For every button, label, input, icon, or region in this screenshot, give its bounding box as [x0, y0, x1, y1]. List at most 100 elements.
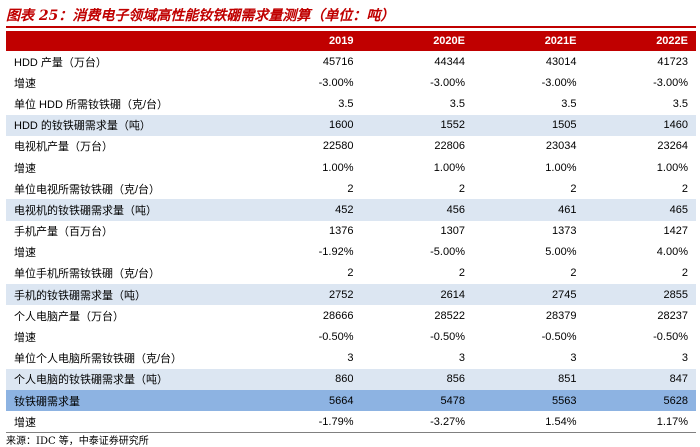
- row-label: 增速: [14, 332, 36, 345]
- row-label: 个人电脑产量（万台）: [14, 310, 124, 323]
- table-body: HDD 产量（万台） 45716 44344 43014 41723 增速 -3.00% -3…: [6, 51, 696, 433]
- table-cell: 1373: [552, 225, 577, 238]
- table-cell: 2614: [361, 284, 473, 306]
- row-label: 电视机产量（万台）: [14, 141, 113, 154]
- table-row: 增速 -1.92% -5.00% 5.00% 4.00%: [6, 242, 696, 263]
- table-row: 增速 -3.00% -3.00% -3.00% -3.00%: [6, 72, 696, 93]
- row-label: 单位手机所需钕铁硼（克/台）: [14, 268, 161, 281]
- table-cell: 3: [681, 352, 688, 365]
- table-row: HDD 的钕铁硼需求量（吨） 1600 1552 1505 1460: [6, 114, 696, 136]
- table-row: 电视机产量（万台） 22580 22806 23034 23264: [6, 136, 696, 157]
- row-label: 增速: [14, 247, 36, 260]
- table-cell: 1.54%: [473, 411, 585, 433]
- table-row: HDD 产量（万台） 45716 44344 43014 41723: [6, 51, 696, 72]
- table-row: 单位电视所需钕铁硼（克/台） 2 2 2 2: [6, 178, 696, 199]
- table-cell: 2: [458, 267, 465, 280]
- table-row: 手机产量（百万台） 1376 1307 1373 1427: [6, 221, 696, 242]
- table-cell: 452: [250, 199, 362, 221]
- table-cell: 28237: [657, 309, 688, 322]
- table-cell: -3.00%: [653, 76, 688, 89]
- table-cell: 23034: [545, 140, 577, 153]
- table-cell: 3.5: [338, 97, 354, 110]
- source-note: 来源：IDC 等，中泰证券研究所: [6, 436, 149, 447]
- table-cell: 1427: [663, 225, 688, 238]
- table-cell: 3: [458, 352, 465, 365]
- row-label: 手机产量（百万台）: [14, 226, 113, 239]
- demand-table: 2019 2020E 2021E 2022E HDD 产量（万台） 45716 44…: [6, 31, 696, 433]
- table-cell: 5628: [584, 390, 696, 412]
- table-cell: 2: [347, 182, 354, 195]
- column-header-label: [6, 31, 250, 51]
- table-row: 钕铁硼需求量 5664 5478 5563 5628: [6, 390, 696, 412]
- table-row: 电视机的钕铁硼需求量（吨） 452 456 461 465: [6, 199, 696, 221]
- table-cell: 2: [570, 267, 577, 280]
- table-cell: 3.5: [672, 97, 688, 110]
- table-cell: 1307: [440, 225, 465, 238]
- row-label: 单位个人电脑所需钕铁硼（克/台）: [14, 353, 183, 366]
- table-cell: 5478: [361, 390, 473, 412]
- table-cell: 2: [458, 182, 465, 195]
- table-row: 增速 -0.50% -0.50% -0.50% -0.50%: [6, 326, 696, 347]
- table-cell: 43014: [545, 55, 577, 68]
- table-cell: -1.92%: [318, 246, 354, 259]
- table-row: 个人电脑产量（万台） 28666 28522 28379 28237: [6, 305, 696, 326]
- table-cell: 1552: [361, 114, 473, 136]
- table-cell: 1.00%: [322, 161, 354, 174]
- table-cell: 5563: [473, 390, 585, 412]
- table-cell: -0.50%: [653, 331, 688, 344]
- table-cell: 2745: [473, 284, 585, 306]
- table-cell: 3.5: [561, 97, 577, 110]
- table-cell: 847: [584, 368, 696, 390]
- table-row: 单位手机所需钕铁硼（克/台） 2 2 2 2: [6, 263, 696, 284]
- table-cell: 1.00%: [433, 161, 465, 174]
- table-cell: 44344: [434, 55, 465, 68]
- table-row: 个人电脑的钕铁硼需求量（吨） 860 856 851 847: [6, 368, 696, 390]
- table-cell: -5.00%: [430, 246, 465, 259]
- table-cell: 1505: [473, 114, 585, 136]
- table-cell: 860: [250, 368, 362, 390]
- row-label: HDD 产量（万台）: [14, 56, 107, 69]
- row-label: 增速: [6, 411, 250, 433]
- table-cell: 1.00%: [656, 161, 688, 174]
- table-cell: -3.00%: [430, 76, 465, 89]
- table-cell: 45716: [322, 55, 354, 68]
- table-cell: 28522: [434, 309, 465, 322]
- table-cell: 4.00%: [656, 246, 688, 259]
- table-cell: 22580: [322, 140, 354, 153]
- column-header-2022e: 2022E: [584, 31, 696, 51]
- table-cell: 1.17%: [584, 411, 696, 433]
- table-cell: 5664: [250, 390, 362, 412]
- table-cell: -0.50%: [430, 331, 465, 344]
- table-cell: 2855: [584, 284, 696, 306]
- table-row: 增速 1.00% 1.00% 1.00% 1.00%: [6, 157, 696, 178]
- table-cell: 28379: [545, 309, 577, 322]
- table-cell: 28666: [322, 309, 354, 322]
- row-label: 手机的钕铁硼需求量（吨）: [6, 284, 250, 306]
- row-label: 增速: [14, 77, 36, 90]
- table-header-row: 2019 2020E 2021E 2022E: [6, 31, 696, 51]
- table-cell: 2: [681, 182, 688, 195]
- table-cell: 1.00%: [545, 161, 577, 174]
- table-row: 手机的钕铁硼需求量（吨） 2752 2614 2745 2855: [6, 284, 696, 306]
- row-label: 增速: [14, 162, 36, 175]
- table-cell: -0.50%: [541, 331, 577, 344]
- table-row: 单位个人电脑所需钕铁硼（克/台） 3 3 3 3: [6, 348, 696, 369]
- table-cell: 856: [361, 368, 473, 390]
- table-cell: -3.00%: [541, 76, 577, 89]
- table-cell: -1.79%: [250, 411, 362, 433]
- table-cell: 1376: [329, 225, 354, 238]
- table-cell: 3: [347, 352, 354, 365]
- title-divider: [6, 26, 696, 28]
- table-cell: 41723: [657, 55, 688, 68]
- table-cell: 22806: [434, 140, 465, 153]
- table-cell: 2752: [250, 284, 362, 306]
- table-cell: 1600: [250, 114, 362, 136]
- row-label: 电视机的钕铁硼需求量（吨）: [6, 199, 250, 221]
- table-cell: 2: [347, 267, 354, 280]
- table-cell: 456: [361, 199, 473, 221]
- table-cell: 3.5: [449, 97, 465, 110]
- row-label: 单位电视所需钕铁硼（克/台）: [14, 183, 161, 196]
- row-label: 钕铁硼需求量: [6, 390, 250, 412]
- table-cell: -3.00%: [318, 76, 354, 89]
- table-cell: 2: [681, 267, 688, 280]
